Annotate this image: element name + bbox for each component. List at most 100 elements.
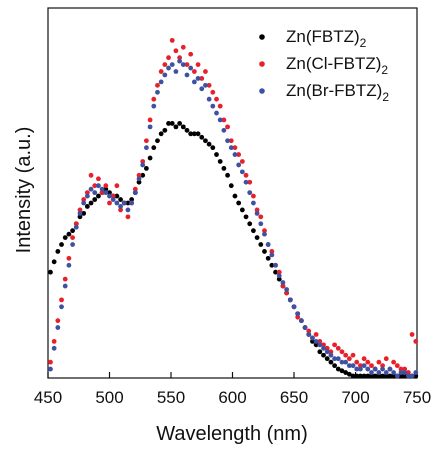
data-point <box>199 134 205 140</box>
data-point <box>118 197 123 202</box>
data-point <box>343 359 349 365</box>
data-point <box>413 373 419 379</box>
data-point <box>188 65 194 71</box>
series-1 <box>48 121 419 379</box>
data-point <box>394 373 400 379</box>
data-point <box>217 103 223 109</box>
data-point <box>313 332 319 337</box>
data-point <box>317 342 323 348</box>
data-point <box>84 204 90 209</box>
data-point <box>236 152 242 157</box>
data-point <box>114 193 120 199</box>
data-point <box>221 166 227 171</box>
data-point <box>203 82 208 88</box>
data-point <box>228 138 234 144</box>
data-point <box>291 304 297 310</box>
data-point <box>70 235 75 241</box>
data-point <box>383 356 389 362</box>
data-point <box>361 373 367 379</box>
series-2 <box>48 37 419 375</box>
data-point <box>51 339 57 344</box>
data-point <box>280 280 286 285</box>
data-point <box>295 311 301 317</box>
data-point <box>258 221 264 227</box>
data-point <box>262 231 267 237</box>
data-point <box>210 103 216 109</box>
legend-label-subscript: 2 <box>382 90 389 104</box>
data-point <box>265 255 271 261</box>
data-point <box>243 172 249 178</box>
data-point <box>103 190 109 196</box>
data-point <box>369 373 374 379</box>
data-point <box>55 325 61 330</box>
data-point <box>409 373 415 379</box>
x-axis-tick-labels: 450 500 550 600 650 700 750 <box>34 388 431 407</box>
data-point <box>228 183 234 189</box>
data-point <box>188 51 194 57</box>
data-point <box>136 179 142 185</box>
data-point <box>324 356 330 362</box>
data-point <box>391 359 397 365</box>
data-point <box>332 356 337 362</box>
data-point <box>99 190 105 196</box>
data-point <box>365 373 371 379</box>
data-point <box>295 314 301 320</box>
data-point <box>147 124 153 130</box>
data-point <box>188 131 194 137</box>
data-point <box>162 72 168 78</box>
data-point <box>254 235 260 241</box>
data-point <box>77 210 83 216</box>
data-point <box>151 103 157 109</box>
data-point <box>251 193 256 199</box>
data-point <box>191 79 197 85</box>
data-point <box>59 304 64 310</box>
data-point <box>199 86 205 92</box>
data-point <box>96 183 101 189</box>
legend-label-3: Zn(Br-FBTZ)2 <box>286 81 389 104</box>
legend-label-subscript: 2 <box>381 63 388 77</box>
data-point <box>191 69 197 74</box>
data-point <box>369 370 374 375</box>
data-point <box>328 352 334 358</box>
data-point <box>313 339 319 344</box>
legend-marker-1 <box>259 34 265 40</box>
data-point <box>365 359 371 365</box>
legend-label-1: Zn(FBTZ)2 <box>286 27 367 50</box>
data-point <box>354 366 360 372</box>
data-point <box>324 345 330 351</box>
data-point <box>84 193 90 199</box>
data-point <box>239 159 245 164</box>
data-point <box>339 359 345 365</box>
data-point <box>92 190 98 196</box>
data-point <box>144 138 149 144</box>
data-point <box>335 345 341 351</box>
data-point <box>269 249 275 254</box>
data-point <box>402 373 408 379</box>
data-point <box>166 121 171 126</box>
data-point <box>232 152 238 157</box>
data-point <box>125 207 131 213</box>
data-point <box>177 58 183 64</box>
data-point <box>236 162 242 168</box>
data-point <box>184 62 190 67</box>
data-point <box>310 339 315 344</box>
data-point <box>66 262 72 268</box>
data-point <box>380 363 385 369</box>
data-point <box>199 76 205 81</box>
data-point <box>346 371 352 377</box>
data-point <box>214 110 219 116</box>
data-point <box>310 335 315 341</box>
data-point <box>84 190 90 196</box>
data-point <box>276 273 282 279</box>
data-point <box>269 262 275 268</box>
data-point <box>321 345 326 351</box>
data-point <box>287 297 293 303</box>
data-point <box>81 200 87 206</box>
data-point <box>413 370 419 375</box>
data-point <box>121 200 127 206</box>
data-point <box>92 197 98 202</box>
data-point <box>107 193 112 199</box>
data-point <box>151 145 157 151</box>
data-point <box>136 176 142 182</box>
